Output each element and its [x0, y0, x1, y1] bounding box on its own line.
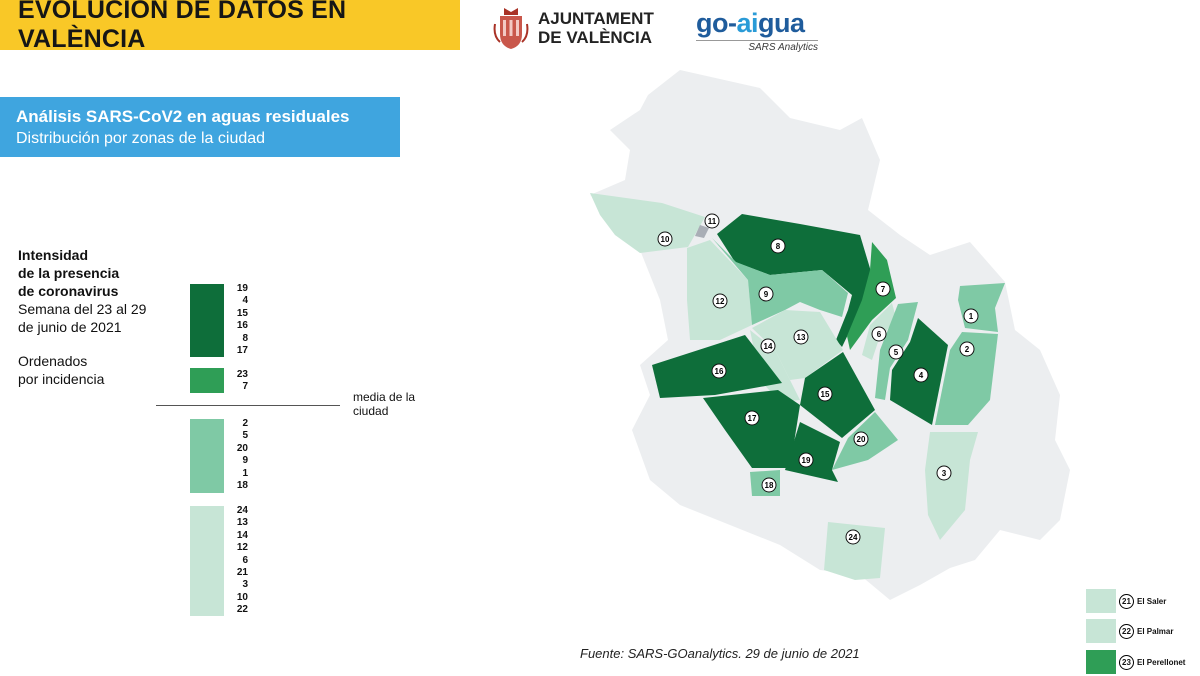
- legend-band-high: [190, 368, 224, 393]
- legend-title-1: Intensidad: [18, 247, 89, 263]
- zone-12: [687, 240, 752, 340]
- legend-order-2: por incidencia: [18, 371, 105, 387]
- svg-text:10: 10: [661, 235, 670, 244]
- ajuntament-logo: AJUNTAMENT DE VALÈNCIA: [492, 6, 654, 50]
- zone-label-12: 12: [712, 293, 728, 309]
- zone-15: [800, 352, 875, 438]
- zone-13: [752, 310, 843, 380]
- outlying-zone-22: 22 El Palmar: [1086, 619, 1173, 643]
- zone-label-10: 10: [657, 231, 673, 247]
- svg-text:16: 16: [715, 367, 724, 376]
- svg-text:7: 7: [881, 285, 886, 294]
- zone-label-18: 18: [761, 477, 777, 493]
- zone-label-3: 3: [936, 465, 952, 481]
- svg-text:9: 9: [764, 290, 769, 299]
- outlying-zone-21-swatch: [1086, 589, 1116, 613]
- legend-title-2: de la presencia: [18, 265, 120, 281]
- city-mean-label: media de la ciudad: [353, 390, 416, 418]
- page-title: EVOLUCIÓN DE DATOS EN VALÈNCIA: [18, 0, 347, 53]
- legend-order-1: Ordenados: [18, 353, 88, 369]
- legend-band-medium-zones: 2 5 20 9 1 18: [236, 418, 248, 492]
- city-mean-line: [156, 405, 340, 406]
- svg-text:14: 14: [764, 342, 773, 351]
- info-box: Análisis SARS-CoV2 en aguas residuales D…: [0, 97, 400, 157]
- zone-19: [785, 422, 840, 482]
- svg-text:3: 3: [942, 469, 947, 478]
- svg-text:20: 20: [857, 435, 866, 444]
- svg-text:24: 24: [849, 533, 858, 542]
- zone-label-6: 6: [871, 326, 887, 342]
- svg-text:11: 11: [708, 217, 717, 226]
- title-banner: EVOLUCIÓN DE DATOS EN VALÈNCIA: [0, 0, 460, 53]
- zone-label-2: 2: [959, 341, 975, 357]
- legend-band-very-high-zones: 19 4 15 16 8 17: [236, 283, 248, 357]
- svg-text:1: 1: [969, 312, 974, 321]
- legend-band-very-high: [190, 284, 224, 357]
- outlying-zone-21: 21 El Saler: [1086, 589, 1166, 613]
- ajuntament-line2: DE VALÈNCIA: [538, 28, 652, 47]
- zone-8: [717, 214, 872, 347]
- svg-text:19: 19: [802, 456, 811, 465]
- svg-text:6: 6: [877, 330, 882, 339]
- legend-band-high-zones: 23 7: [236, 369, 248, 393]
- zone-label-8: 8: [770, 238, 786, 254]
- svg-text:12: 12: [716, 297, 725, 306]
- goaigua-brand: go-aigua: [696, 8, 805, 38]
- zone-label-14: 14: [760, 338, 776, 354]
- zone-label-19: 19: [798, 452, 814, 468]
- zone-3: [925, 432, 978, 540]
- outlying-zone-23: 23 El Perellonet: [1086, 650, 1185, 674]
- svg-text:17: 17: [748, 414, 757, 423]
- ajuntament-line1: AJUNTAMENT: [538, 9, 654, 28]
- legend-band-low-zones: 24 13 14 12 6 21 3 10 22: [236, 505, 248, 616]
- zone-17: [703, 390, 800, 468]
- zone-label-5: 5: [888, 344, 904, 360]
- zone-label-13: 13: [793, 329, 809, 345]
- zone-label-15: 15: [817, 386, 833, 402]
- zone-11: [695, 225, 709, 238]
- svg-text:8: 8: [776, 242, 781, 251]
- info-box-subtitle: Distribución por zonas de la ciudad: [16, 130, 266, 147]
- zone-label-17: 17: [744, 410, 760, 426]
- legend-text: Intensidad de la presencia de coronaviru…: [18, 246, 146, 388]
- legend-title-3: de coronavirus: [18, 283, 119, 299]
- svg-text:13: 13: [797, 333, 806, 342]
- coat-of-arms-icon: [493, 8, 529, 49]
- svg-text:18: 18: [765, 481, 774, 490]
- svg-text:5: 5: [894, 348, 899, 357]
- legend-week-1: Semana del 23 al 29: [18, 301, 147, 317]
- legend-band-low: [190, 506, 224, 616]
- zone-label-11: 11: [704, 213, 720, 229]
- zone-10: [590, 193, 705, 253]
- zone-label-20: 20: [853, 431, 869, 447]
- source-note: Fuente: SARS-GOanalytics. 29 de junio de…: [580, 646, 860, 661]
- outlying-zone-22-swatch: [1086, 619, 1116, 643]
- zone-label-9: 9: [758, 286, 774, 302]
- zone-label-24: 24: [845, 529, 861, 545]
- zone-24: [824, 522, 885, 580]
- zone-7: [847, 242, 896, 350]
- svg-text:2: 2: [965, 345, 970, 354]
- zone-label-16: 16: [711, 363, 727, 379]
- svg-text:4: 4: [919, 371, 924, 380]
- zone-label-4: 4: [913, 367, 929, 383]
- legend-week-2: de junio de 2021: [18, 319, 122, 335]
- goaigua-subtitle: SARS Analytics: [696, 40, 818, 53]
- svg-text:15: 15: [821, 390, 830, 399]
- zone-label-7: 7: [875, 281, 891, 297]
- zone-label-1: 1: [963, 308, 979, 324]
- goaigua-logo: go-aigua SARS Analytics: [696, 8, 818, 53]
- legend-band-medium: [190, 419, 224, 493]
- zone-2: [935, 332, 998, 425]
- info-box-title: Análisis SARS-CoV2 en aguas residuales: [16, 107, 350, 126]
- zone-9: [712, 238, 848, 325]
- outlying-zone-23-swatch: [1086, 650, 1116, 674]
